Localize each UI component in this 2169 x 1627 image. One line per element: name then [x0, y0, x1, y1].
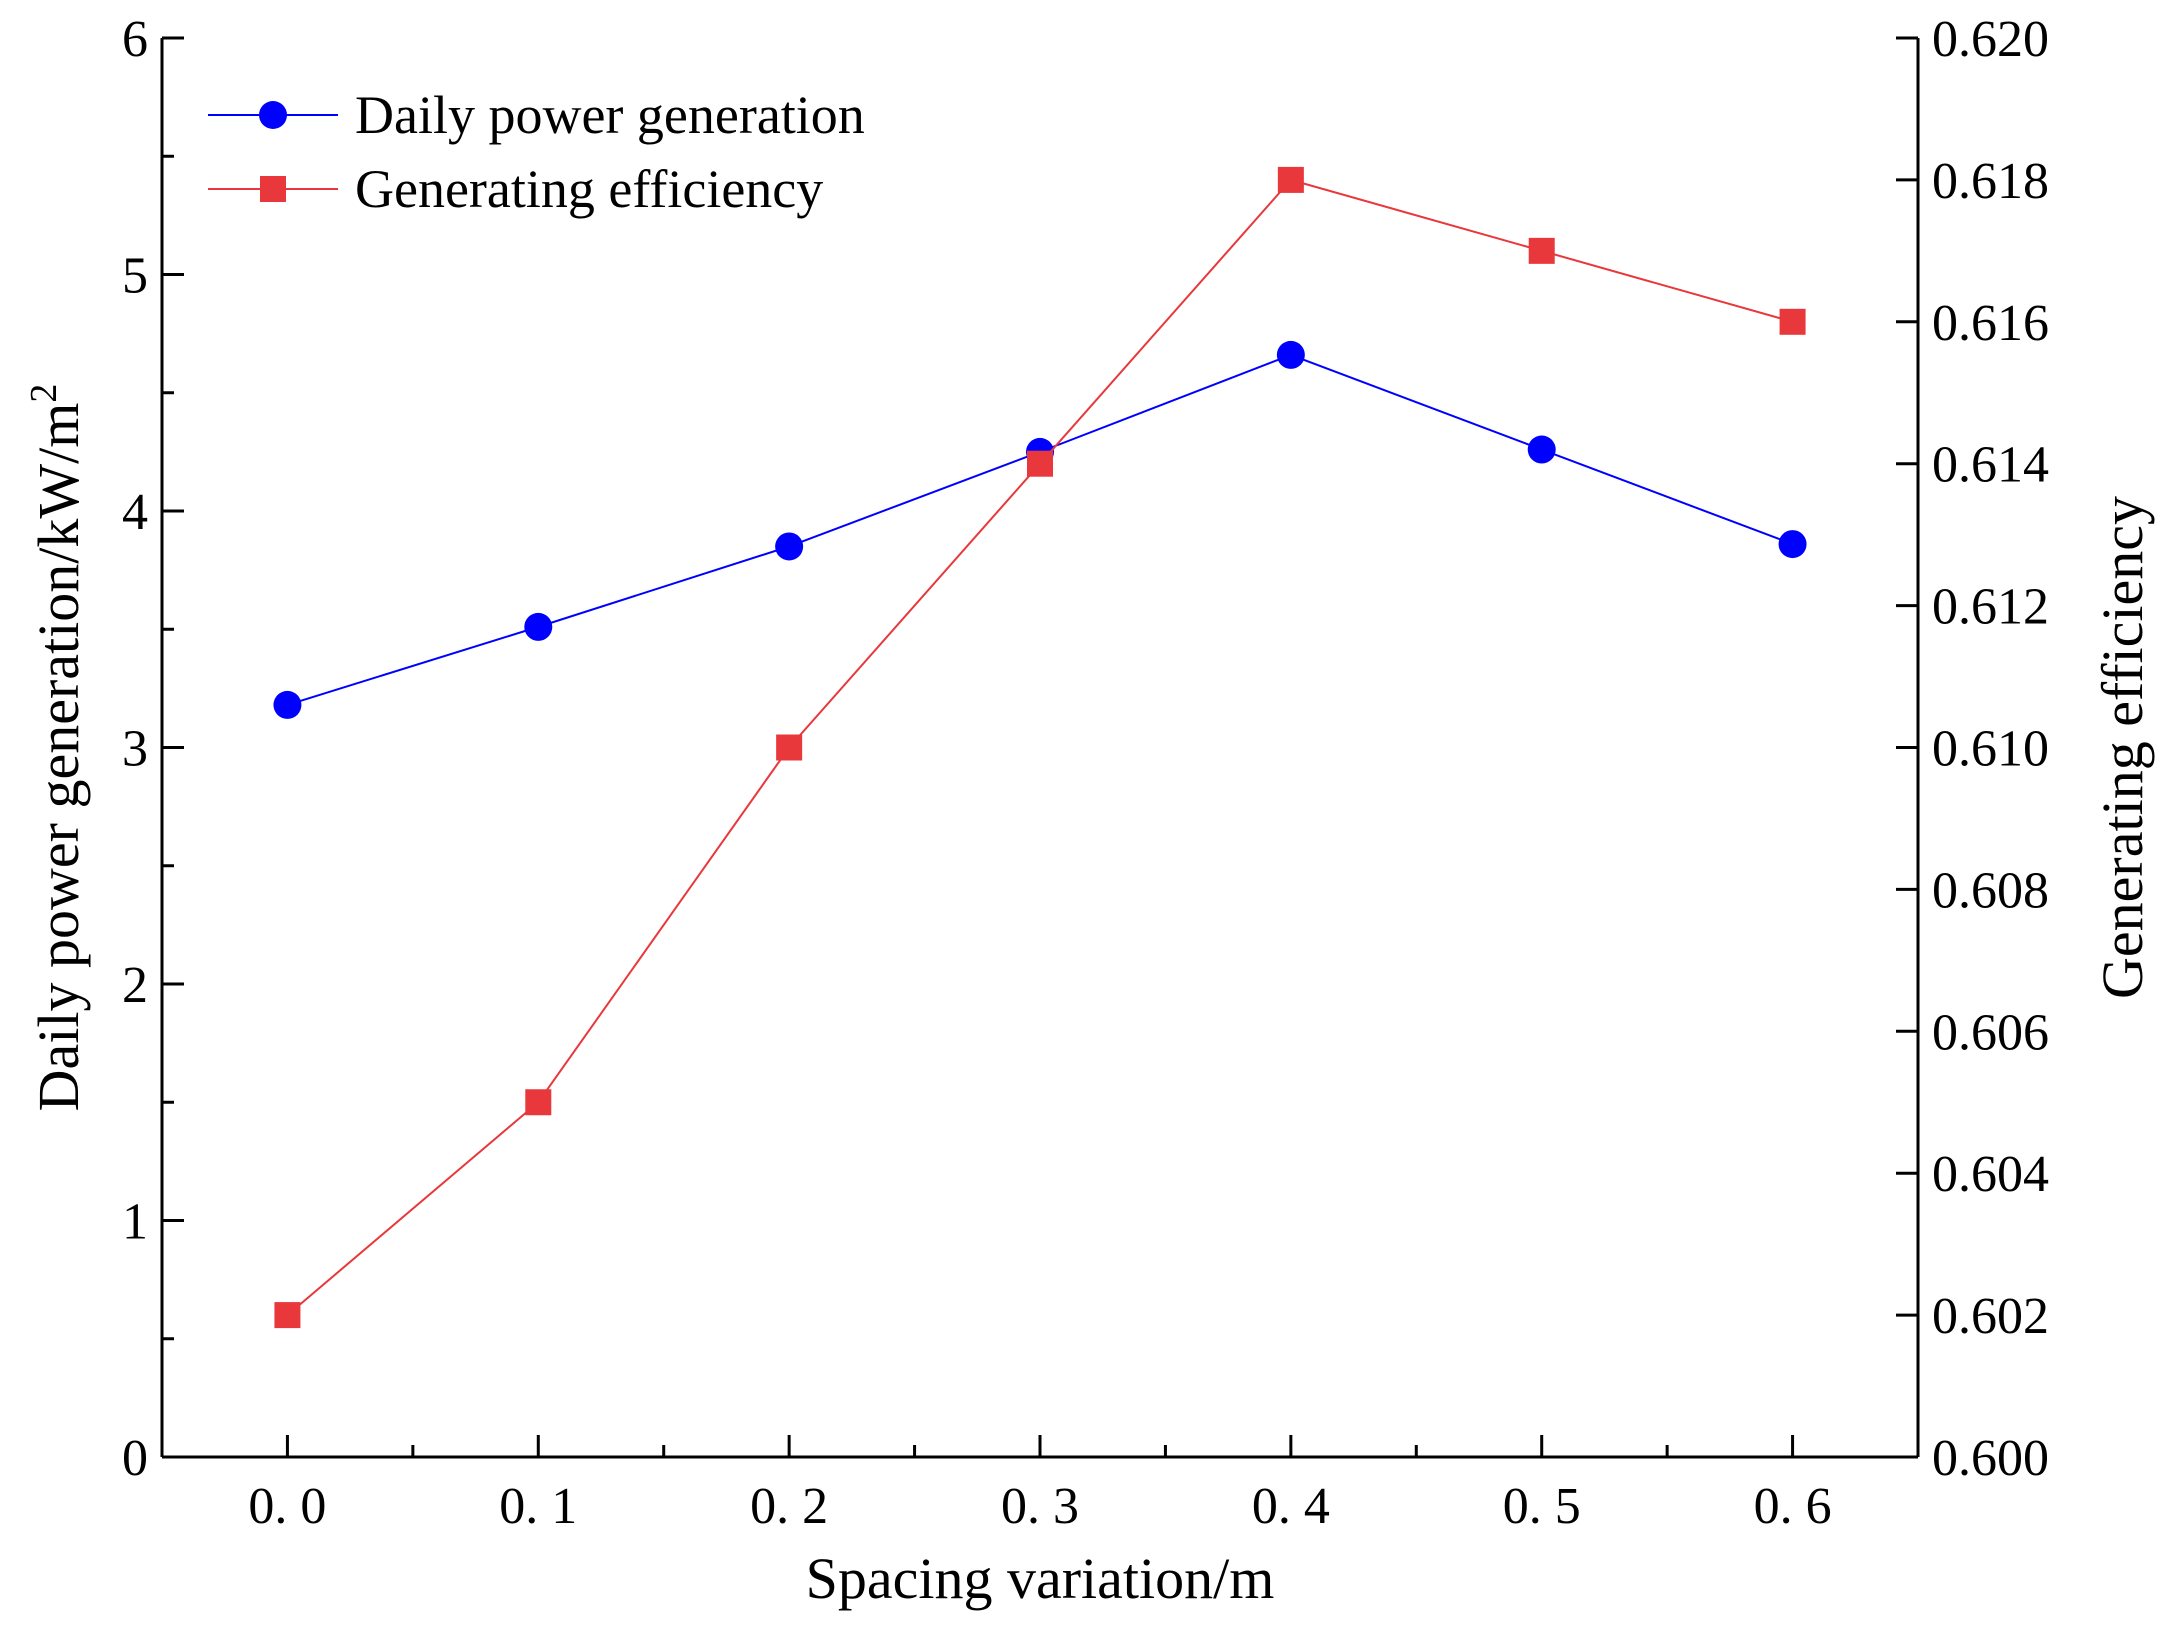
power-data-point: [1276, 340, 1305, 369]
efficiency-series-line: [286, 178, 1793, 1316]
x-axis-title: Spacing variation/m: [806, 1546, 1275, 1611]
right-y-tick-label: 0.620: [1932, 11, 2049, 68]
series-generating-efficiency: [274, 166, 1806, 1329]
power-series-line: [287, 353, 1793, 706]
left-y-tick-label: 1: [122, 1194, 148, 1251]
right-y-tick-label: 0.610: [1932, 721, 2049, 778]
left-y-axis-title-superscript: 2: [23, 384, 65, 403]
right-y-tick-label: 0.604: [1932, 1146, 2049, 1203]
x-tick-label: 0. 2: [750, 1478, 828, 1535]
right-y-tick-label: 0.618: [1932, 153, 2049, 210]
left-y-axis-title-text: Daily power generation/: [26, 547, 91, 1112]
series-layer: [273, 166, 1807, 1329]
left-y-tick-label: 2: [122, 957, 148, 1014]
left-y-tick-label: 3: [122, 721, 148, 778]
efficiency-data-point: [525, 1089, 552, 1116]
right-y-tick-label: 0.616: [1932, 295, 2049, 352]
series-daily-power-generation: [273, 340, 1807, 719]
legend-marker-square: [260, 176, 286, 202]
right-y-tick-label: 0.602: [1932, 1288, 2049, 1345]
x-tick-label: 0. 4: [1252, 1478, 1330, 1535]
power-data-point: [1527, 435, 1556, 464]
left-y-tick-label: 4: [122, 484, 148, 541]
axes: 0. 0 0. 1 0. 2 0. 3 0. 4 0. 5 0. 6 0 1 2 3 4 5 6 0.600…: [122, 11, 2049, 1535]
axis-titles: Spacing variation/m Daily power generati…: [23, 384, 2155, 1611]
left-y-tick-label: 0: [122, 1430, 148, 1487]
x-tick-label: 0. 3: [1001, 1478, 1079, 1535]
power-data-point: [1778, 530, 1807, 559]
right-y-tick-label: 0.612: [1932, 579, 2049, 636]
right-y-tick-label: 0.606: [1932, 1004, 2049, 1061]
left-y-axis-title-unit: kW/m: [26, 403, 91, 548]
left-y-tick-label: 6: [122, 11, 148, 68]
legend-marker-circle: [259, 101, 287, 129]
efficiency-data-point: [1779, 308, 1806, 335]
legend-label: Daily power generation: [355, 85, 865, 145]
left-y-tick-label: 5: [122, 248, 148, 305]
x-tick-label: 0. 0: [248, 1478, 326, 1535]
power-data-point: [524, 612, 553, 641]
right-y-tick-label: 0.608: [1932, 862, 2049, 919]
right-y-tick-label: 0.600: [1932, 1430, 2049, 1487]
efficiency-data-point: [776, 734, 803, 761]
efficiency-data-point: [274, 1302, 301, 1329]
left-y-axis-title: Daily power generation/kW/m2: [23, 384, 91, 1112]
power-data-point: [273, 690, 302, 719]
right-y-tick-label: 0.614: [1932, 437, 2049, 494]
x-tick-label: 0. 5: [1503, 1478, 1581, 1535]
legend-label: Generating efficiency: [355, 159, 823, 219]
right-y-axis-title: Generating efficiency: [2090, 496, 2155, 999]
x-tick-label: 0. 6: [1754, 1478, 1832, 1535]
efficiency-data-point: [1027, 450, 1053, 477]
efficiency-data-point: [1277, 166, 1304, 193]
efficiency-data-point: [1528, 237, 1555, 264]
legend: Daily power generation Generating efficie…: [208, 85, 865, 219]
x-tick-label: 0. 1: [499, 1478, 577, 1535]
power-data-point: [775, 532, 804, 561]
